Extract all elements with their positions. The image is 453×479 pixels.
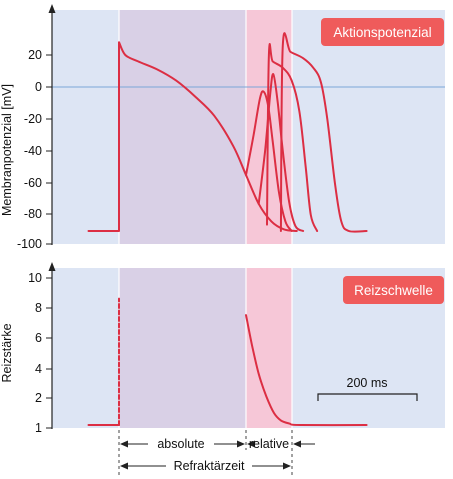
ap-curves	[87, 32, 368, 233]
ap-y-axis-arrow	[48, 4, 56, 13]
scale-bar: 200 ms	[317, 376, 418, 401]
refraktar-label: Refraktärzeit	[174, 459, 245, 473]
action-potential-panel: 20 0 -20 -40 -60 -80 -100 Membranpotenzi…	[0, 4, 445, 251]
th-title-badge: Reizschwelle	[343, 276, 444, 304]
th-tick-label: 2	[35, 391, 42, 405]
th-curves	[87, 297, 368, 427]
ap-series-line-4	[279, 32, 368, 233]
ap-tick-label: 20	[28, 48, 42, 62]
refractory-annotations: absolute relative Refraktärzeit	[118, 430, 315, 475]
th-title-badge-bg	[343, 276, 444, 304]
scale-bar-line	[317, 393, 418, 401]
ap-title-badge-bg	[321, 18, 444, 46]
absolute-arrowhead-right	[237, 440, 245, 448]
th-tick-labels: 10 8 6 4 2 1	[28, 271, 42, 435]
th-tick-label: 4	[35, 362, 42, 376]
th-title: Reizschwelle	[354, 283, 433, 298]
absolute-label: absolute	[157, 437, 204, 451]
ap-tick-label: 0	[35, 80, 42, 94]
th-series-line-2	[245, 314, 368, 427]
th-y-axis-label: Reizstärke	[0, 323, 14, 382]
th-y-axis-arrow	[48, 262, 56, 271]
ap-tick-label: -80	[24, 207, 42, 221]
relative-arrowhead-left	[247, 440, 255, 448]
absolute-arrowhead-left	[120, 440, 128, 448]
refraktar-arrowhead-left	[120, 462, 128, 470]
scale-bar-label: 200 ms	[347, 376, 388, 390]
ap-absolute-phase	[119, 10, 246, 244]
th-tick-label: 8	[35, 301, 42, 315]
th-tick-label: 10	[28, 271, 42, 285]
ap-tick-label: -20	[24, 112, 42, 126]
ap-tick-label: -40	[24, 144, 42, 158]
th-absolute-phase	[119, 268, 246, 428]
ap-title: Aktionspotenzial	[333, 25, 431, 40]
ap-tick-label: -60	[24, 176, 42, 190]
ap-title-badge: Aktionspotenzial	[321, 18, 444, 46]
refraktar-arrowhead-right	[283, 462, 291, 470]
ap-tick-labels: 20 0 -20 -40 -60 -80 -100	[17, 48, 42, 251]
ap-tick-label: -100	[17, 237, 42, 251]
th-ticks	[46, 277, 52, 429]
th-tick-label: 6	[35, 331, 42, 345]
th-tick-label: 1	[35, 421, 42, 435]
ap-ticks	[46, 54, 52, 245]
ap-series-line-3	[266, 43, 319, 232]
relative-arrowhead-right	[293, 440, 301, 448]
ap-y-axis-label: Membranpotenzial [mV]	[0, 84, 14, 216]
ap-series-line-0	[87, 41, 298, 232]
relative-label: relative	[249, 437, 289, 451]
ap-series-line-2	[257, 73, 305, 232]
threshold-panel: 10 8 6 4 2 1 Reizstärke Reizschwelle 200…	[0, 262, 445, 435]
